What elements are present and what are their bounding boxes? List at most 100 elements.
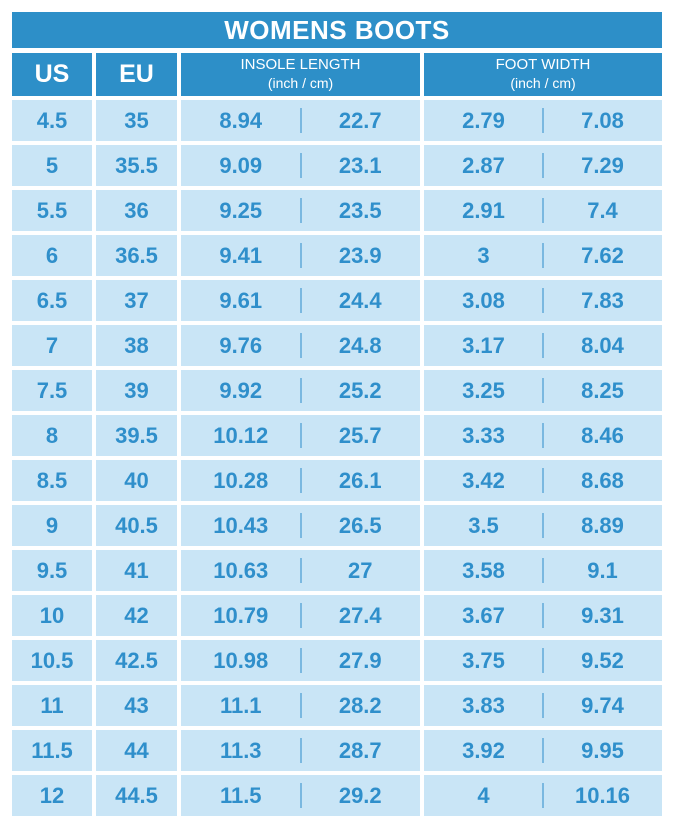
- column-header-insole-length: INSOLE LENGTH (inch / cm): [181, 53, 420, 96]
- foot-width-cm-value: 10.16: [574, 782, 631, 808]
- foot-width-cell: 3.92 9.95: [424, 730, 662, 771]
- foot-width-inch-value: 3.08: [462, 287, 505, 313]
- foot-width-inch-value: 3.33: [462, 422, 505, 448]
- foot-width-cm-value: 9.1: [587, 557, 618, 583]
- foot-width-cm-value: 8.25: [581, 377, 624, 403]
- foot-width-units: (inch / cm): [510, 75, 576, 92]
- cell-divider: [299, 377, 302, 404]
- foot-width-cell: 3.42 8.68: [424, 460, 662, 501]
- cell-divider: [299, 557, 302, 584]
- insole-length-cm-value: 28.2: [338, 692, 382, 718]
- cell-divider: [299, 512, 302, 539]
- eu-size-cell: 35.5: [96, 145, 177, 186]
- foot-width-cm-value: 8.68: [581, 467, 624, 493]
- table-row: 6.5 37 9.61 24.4 3.08 7.83: [12, 280, 662, 321]
- foot-width-cell: 2.79 7.08: [424, 100, 662, 141]
- cell-divider: [542, 557, 544, 584]
- insole-length-cm-value: 27.4: [338, 602, 382, 628]
- insole-length-cell: 10.28 26.1: [181, 460, 420, 501]
- insole-length-cell: 11.3 28.7: [181, 730, 420, 771]
- foot-width-cell: 2.87 7.29: [424, 145, 662, 186]
- insole-length-inch-value: 9.09: [219, 152, 263, 178]
- foot-width-cm-value: 8.89: [581, 512, 624, 538]
- insole-length-inch-value: 11.5: [219, 782, 262, 808]
- cell-divider: [299, 737, 302, 764]
- insole-length-cell: 9.76 24.8: [181, 325, 420, 366]
- us-size-cell: 10.5: [12, 640, 92, 681]
- insole-length-cm-value: 26.5: [338, 512, 382, 538]
- eu-size-cell: 40.5: [96, 505, 177, 546]
- insole-length-inch-value: 10.12: [213, 422, 269, 448]
- eu-size-cell: 36: [96, 190, 177, 231]
- foot-width-cell: 3 7.62: [424, 235, 662, 276]
- foot-width-cm-value: 7.62: [581, 242, 624, 268]
- table-row: 7 38 9.76 24.8 3.17 8.04: [12, 325, 662, 366]
- cell-divider: [542, 152, 544, 179]
- eu-size-cell: 35: [96, 100, 177, 141]
- us-size-cell: 4.5: [12, 100, 92, 141]
- us-size-cell: 9: [12, 505, 92, 546]
- us-size-cell: 10: [12, 595, 92, 636]
- eu-size-cell: 40: [96, 460, 177, 501]
- insole-length-cm-value: 23.9: [338, 242, 382, 268]
- eu-size-cell: 43: [96, 685, 177, 726]
- insole-length-cm-value: 22.7: [338, 107, 382, 133]
- cell-divider: [299, 107, 302, 134]
- cell-divider: [542, 377, 544, 404]
- insole-length-cell: 11.1 28.2: [181, 685, 420, 726]
- foot-width-cell: 3.83 9.74: [424, 685, 662, 726]
- eu-size-cell: 41: [96, 550, 177, 591]
- eu-size-cell: 42.5: [96, 640, 177, 681]
- foot-width-cell: 3.5 8.89: [424, 505, 662, 546]
- cell-divider: [542, 737, 544, 764]
- eu-size-cell: 39.5: [96, 415, 177, 456]
- foot-width-inch-value: 2.79: [462, 107, 505, 133]
- foot-width-cm-value: 7.83: [581, 287, 624, 313]
- foot-width-cm-value: 9.52: [581, 647, 624, 673]
- foot-width-cm-value: 9.74: [581, 692, 624, 718]
- table-row: 6 36.5 9.41 23.9 3 7.62: [12, 235, 662, 276]
- table-title: WOMENS BOOTS: [12, 12, 662, 48]
- insole-length-inch-value: 9.41: [219, 242, 263, 268]
- table-row: 9.5 41 10.63 27 3.58 9.1: [12, 550, 662, 591]
- insole-length-inch-value: 9.61: [219, 287, 263, 313]
- insole-length-cm-value: 27: [348, 557, 373, 583]
- foot-width-inch-value: 3.75: [462, 647, 505, 673]
- insole-length-cm-value: 25.7: [338, 422, 382, 448]
- foot-width-cell: 2.91 7.4: [424, 190, 662, 231]
- cell-divider: [299, 197, 302, 224]
- foot-width-cell: 3.08 7.83: [424, 280, 662, 321]
- insole-length-inch-value: 11.1: [219, 692, 262, 718]
- cell-divider: [542, 647, 544, 674]
- foot-width-inch-value: 3.92: [462, 737, 505, 763]
- insole-length-cm-value: 28.7: [338, 737, 382, 763]
- insole-length-cell: 10.43 26.5: [181, 505, 420, 546]
- insole-length-inch-value: 10.79: [213, 602, 269, 628]
- foot-width-inch-value: 2.91: [462, 197, 505, 223]
- insole-length-cell: 10.12 25.7: [181, 415, 420, 456]
- table-row: 9 40.5 10.43 26.5 3.5 8.89: [12, 505, 662, 546]
- table-row: 12 44.5 11.5 29.2 4 10.16: [12, 775, 662, 816]
- eu-size-cell: 38: [96, 325, 177, 366]
- column-header-us-label: US: [34, 59, 70, 88]
- insole-length-inch-value: 10.43: [213, 512, 269, 538]
- us-size-cell: 7: [12, 325, 92, 366]
- table-row: 11 43 11.1 28.2 3.83 9.74: [12, 685, 662, 726]
- insole-length-title: INSOLE LENGTH: [240, 56, 361, 74]
- cell-divider: [542, 422, 544, 449]
- table-row: 10.5 42.5 10.98 27.9 3.75 9.52: [12, 640, 662, 681]
- insole-length-cm-value: 27.9: [338, 647, 382, 673]
- foot-width-cell: 4 10.16: [424, 775, 662, 816]
- column-header-eu: EU: [96, 53, 177, 96]
- column-header-foot-width: FOOT WIDTH (inch / cm): [424, 53, 662, 96]
- cell-divider: [542, 467, 544, 494]
- foot-width-cm-value: 8.46: [581, 422, 624, 448]
- table-row: 8 39.5 10.12 25.7 3.33 8.46: [12, 415, 662, 456]
- column-header-us: US: [12, 53, 92, 96]
- cell-divider: [542, 692, 544, 719]
- insole-length-cell: 9.41 23.9: [181, 235, 420, 276]
- insole-length-inch-value: 8.94: [219, 107, 263, 133]
- header-row: US EU INSOLE LENGTH (inch / cm) FOOT WID…: [12, 53, 662, 96]
- insole-length-cell: 10.63 27: [181, 550, 420, 591]
- insole-length-inch-value: 9.92: [219, 377, 263, 403]
